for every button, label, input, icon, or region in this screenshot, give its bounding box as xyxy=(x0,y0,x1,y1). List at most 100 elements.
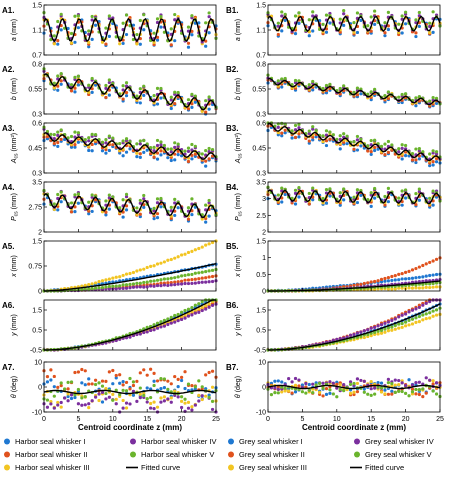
data-point xyxy=(376,332,380,336)
data-point xyxy=(200,308,204,313)
data-point xyxy=(90,149,94,153)
data-point xyxy=(210,399,215,403)
data-point xyxy=(111,392,115,396)
legend-label: Fitted curve xyxy=(141,463,180,472)
data-point xyxy=(104,397,108,401)
data-point xyxy=(159,143,163,147)
data-point xyxy=(52,132,56,137)
data-point xyxy=(373,330,377,334)
data-point xyxy=(428,260,432,265)
data-point xyxy=(76,201,80,205)
data-point xyxy=(183,273,187,278)
panel-a6: A6. y (mm) -0.5 0.5 1.5 xyxy=(2,298,218,355)
data-point xyxy=(414,276,418,280)
axis-y-label: Pcs (mm) xyxy=(235,193,244,221)
data-point xyxy=(190,157,194,161)
data-point xyxy=(52,406,56,410)
data-point xyxy=(69,83,74,87)
data-point xyxy=(107,80,111,85)
panel-label: A2. xyxy=(2,65,14,74)
data-point xyxy=(204,21,208,25)
data-point xyxy=(69,89,74,93)
data-point xyxy=(431,160,435,164)
data-point xyxy=(383,279,387,283)
data-point xyxy=(180,399,184,403)
data-point xyxy=(204,303,208,308)
data-point xyxy=(107,16,111,20)
data-point xyxy=(404,92,408,96)
data-point xyxy=(169,400,173,404)
axis-y-label: a (mm) xyxy=(11,19,18,41)
data-point xyxy=(397,378,401,383)
data-point xyxy=(111,276,115,280)
data-point xyxy=(414,160,418,165)
data-point xyxy=(328,187,332,191)
axis-y-label: b (mm) xyxy=(11,78,18,100)
data-point xyxy=(59,384,63,388)
data-point xyxy=(83,369,87,373)
data-point xyxy=(210,147,215,152)
data-point xyxy=(100,400,105,404)
data-point xyxy=(159,96,163,100)
data-point xyxy=(87,377,91,381)
y-tick-label: 0.45 xyxy=(28,146,42,153)
data-point xyxy=(107,287,111,291)
data-point xyxy=(414,31,418,35)
data-point xyxy=(118,373,122,377)
data-point xyxy=(373,186,377,191)
data-point xyxy=(410,152,415,156)
data-point xyxy=(321,139,325,144)
data-point xyxy=(145,280,149,284)
data-point xyxy=(90,399,94,403)
fitted-curve xyxy=(44,263,217,292)
data-point xyxy=(118,284,122,288)
data-point xyxy=(155,86,160,90)
data-point xyxy=(207,146,211,151)
data-point xyxy=(414,286,418,290)
data-point xyxy=(373,138,377,142)
data-point xyxy=(400,272,404,276)
y-tick-label: 1.5 xyxy=(32,3,42,10)
legend: Harbor seal whisker I Harbor seal whisker… xyxy=(4,437,216,472)
data-point xyxy=(169,321,173,325)
data-point xyxy=(431,314,435,318)
data-point xyxy=(431,163,435,167)
data-point xyxy=(159,261,163,265)
data-point xyxy=(428,273,432,278)
data-point xyxy=(76,140,80,144)
legend-entry: Harbor seal whisker V xyxy=(130,450,214,459)
data-point xyxy=(417,320,421,324)
data-point xyxy=(111,382,115,386)
data-point xyxy=(176,377,180,381)
x-tick-label: 10 xyxy=(333,416,341,423)
data-point xyxy=(159,278,163,282)
data-point xyxy=(424,317,428,321)
data-point xyxy=(407,310,411,314)
data-point xyxy=(280,390,284,394)
data-point xyxy=(124,90,129,95)
data-point xyxy=(324,392,329,396)
y-tick-label: -0.5 xyxy=(30,348,42,355)
data-point xyxy=(138,152,142,156)
data-point xyxy=(186,281,191,286)
axis-y-label: θ (deg) xyxy=(235,376,242,398)
data-point xyxy=(176,206,180,210)
data-point xyxy=(404,277,408,281)
data-point xyxy=(45,380,50,384)
data-point xyxy=(355,200,360,205)
data-point xyxy=(52,394,56,398)
data-point xyxy=(207,395,211,399)
data-point xyxy=(335,382,339,386)
data-point xyxy=(193,385,197,389)
data-point xyxy=(76,14,80,18)
data-point xyxy=(362,281,366,286)
data-point xyxy=(197,310,201,314)
data-point xyxy=(373,386,377,390)
data-point xyxy=(176,142,180,146)
data-point xyxy=(311,391,315,395)
data-point xyxy=(94,23,98,27)
data-point xyxy=(290,380,294,384)
data-point xyxy=(100,149,105,153)
data-point xyxy=(431,10,435,14)
